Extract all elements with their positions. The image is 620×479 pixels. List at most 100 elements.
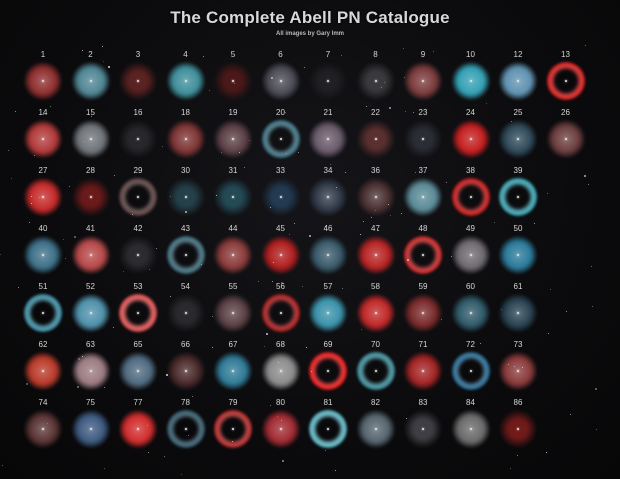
background-star: [164, 456, 165, 457]
background-star: [325, 450, 326, 451]
nebula-tile: 78: [162, 398, 210, 462]
background-star: [585, 45, 586, 46]
background-star: [8, 150, 9, 151]
nebula-tile: 49: [447, 224, 495, 288]
background-star: [212, 316, 213, 317]
background-star: [74, 236, 76, 238]
background-star: [508, 364, 509, 365]
nebula-tile: 8: [352, 50, 400, 114]
background-star: [103, 61, 104, 62]
nebula-tile: 9: [399, 50, 447, 114]
nebula-number-label: 12: [513, 50, 523, 59]
nebula-number-label: 44: [228, 224, 238, 233]
background-star: [294, 223, 295, 224]
background-star: [270, 207, 271, 208]
central-star: [89, 312, 92, 314]
background-star: [39, 197, 40, 198]
nebula-number-label: 30: [181, 166, 190, 175]
nebula-tile: 77: [114, 398, 162, 462]
nebula-number-label: 25: [513, 108, 523, 117]
background-star: [26, 383, 28, 385]
background-star: [371, 217, 372, 218]
nebula-number-label: 39: [513, 166, 523, 175]
central-star: [374, 138, 377, 140]
background-star: [149, 269, 150, 270]
nebula-number-label: 36: [371, 166, 380, 175]
background-star: [78, 358, 80, 360]
page-title: The Complete Abell PN Catalogue: [170, 8, 450, 27]
background-star: [480, 343, 481, 344]
background-star: [514, 366, 515, 367]
background-star: [192, 396, 193, 397]
nebula-tile: 67: [209, 340, 257, 404]
nebula-number-label: 79: [228, 398, 238, 407]
nebula-tile: 5: [209, 50, 257, 114]
background-star: [50, 106, 51, 107]
background-star: [302, 286, 303, 287]
nebula-tile: 26: [542, 108, 590, 172]
central-star: [42, 138, 44, 140]
nebula-number-label: 4: [183, 50, 188, 59]
nebula-number-label: 6: [278, 50, 283, 59]
nebula-number-label: 34: [323, 166, 333, 175]
central-star: [374, 428, 377, 430]
background-star: [170, 296, 171, 297]
background-star: [405, 111, 406, 112]
background-star: [501, 309, 502, 310]
nebula-number-label: 56: [276, 282, 285, 291]
nebula-tile: 2: [67, 50, 115, 114]
nebula-tile: 39: [494, 166, 542, 230]
central-star: [184, 138, 187, 140]
nebula-number-label: 41: [86, 224, 95, 233]
nebula-tile: 42: [114, 224, 162, 288]
background-star: [148, 452, 149, 453]
background-star: [31, 196, 32, 197]
background-star: [403, 48, 404, 49]
nebula-number-label: 49: [466, 224, 475, 233]
background-star: [244, 167, 245, 168]
nebula-number-label: 46: [323, 224, 333, 233]
central-star: [89, 196, 92, 198]
nebula-number-label: 23: [418, 108, 428, 117]
central-star: [517, 370, 519, 372]
nebula-tile: 24: [447, 108, 495, 172]
nebula-number-label: 86: [513, 398, 523, 407]
nebula-tile: 80: [257, 398, 305, 462]
background-star: [272, 281, 273, 282]
background-star: [298, 152, 299, 153]
background-star: [147, 425, 148, 426]
background-star: [123, 271, 124, 272]
background-star: [446, 182, 447, 183]
background-star: [104, 468, 105, 469]
nebula-number-label: 10: [466, 50, 475, 59]
central-star: [137, 254, 139, 256]
nebula-tile: 38: [447, 166, 495, 230]
background-star: [281, 420, 282, 421]
nebula-tile: 69: [304, 340, 352, 404]
background-star: [311, 371, 312, 372]
background-star: [534, 223, 535, 224]
nebula-number-label: 7: [325, 50, 331, 59]
nebula-tile: 75: [67, 398, 115, 462]
background-star: [273, 262, 274, 263]
nebula-tile: 20: [257, 108, 305, 172]
background-star: [522, 367, 523, 368]
background-star: [451, 256, 452, 257]
nebula-number-label: 42: [133, 224, 143, 233]
background-star: [212, 347, 213, 348]
nebula-tile: 25: [494, 108, 542, 172]
nebula-tile: 47: [352, 224, 400, 288]
background-star: [510, 468, 511, 469]
nebula-tile: 68: [257, 340, 305, 404]
nebula-number-label: 27: [38, 166, 48, 175]
background-star: [550, 289, 551, 290]
background-star: [285, 112, 286, 113]
central-star: [517, 80, 519, 82]
central-star: [422, 428, 424, 430]
background-star: [289, 234, 290, 235]
background-star: [91, 116, 92, 117]
background-star: [108, 66, 110, 68]
background-star: [401, 213, 402, 214]
nebula-number-label: 74: [38, 398, 48, 407]
